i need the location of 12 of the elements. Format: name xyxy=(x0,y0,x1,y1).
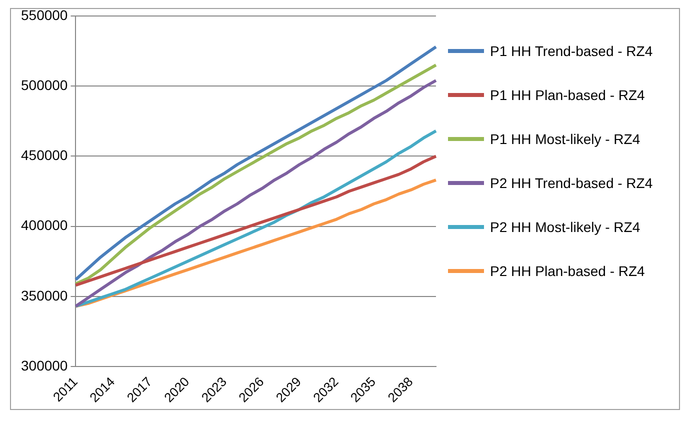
legend-label: P2 HH Plan-based - RZ4 xyxy=(490,262,645,281)
legend-label: P2 HH Most-likely - RZ4 xyxy=(490,218,640,237)
y-tick-label: 350000 xyxy=(21,287,68,304)
legend-label: P1 HH Plan-based - RZ4 xyxy=(490,86,645,105)
legend-label: P1 HH Trend-based - RZ4 xyxy=(490,42,653,61)
y-tick-label: 550000 xyxy=(21,6,68,23)
y-tick-label: 500000 xyxy=(21,76,68,93)
legend-label: P2 HH Trend-based - RZ4 xyxy=(490,174,653,193)
y-tick-label: 450000 xyxy=(21,147,68,164)
legend-label: P1 HH Most-likely - RZ4 xyxy=(490,130,640,149)
y-tick-label: 300000 xyxy=(21,357,68,374)
y-tick-label: 400000 xyxy=(21,217,68,234)
